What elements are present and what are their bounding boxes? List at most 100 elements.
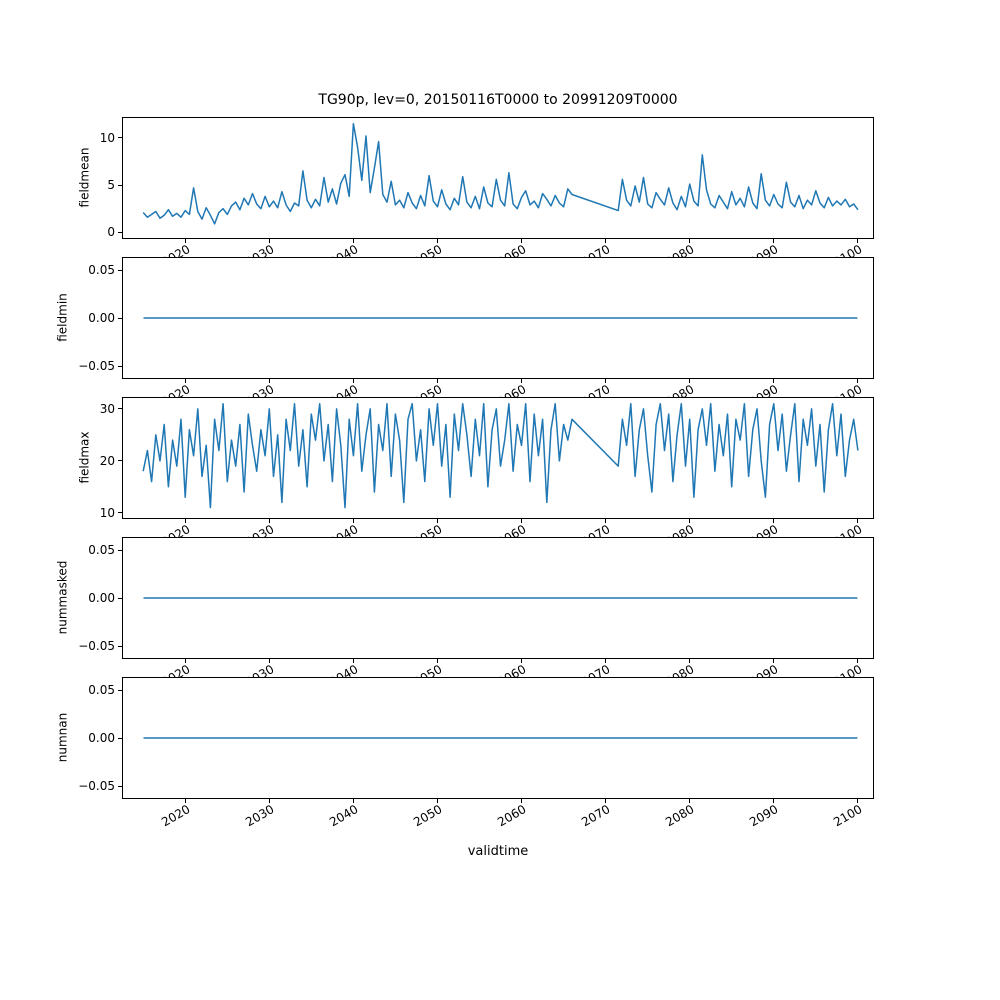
y-tick-mark [118,137,122,139]
y-tick-label: 0.00 [88,731,115,745]
series-line-nummasked [143,597,858,599]
y-tick-mark [118,645,122,647]
x-tick-mark [268,519,270,523]
x-tick-mark [184,519,186,523]
y-tick-mark [118,184,122,186]
x-tick-label: 2050 [411,802,445,830]
x-tick-mark [857,519,859,523]
y-axis-label-fieldmean: fieldmean [77,147,92,208]
x-tick-mark [773,239,775,243]
x-tick-mark [857,239,859,243]
x-tick-mark [689,519,691,523]
x-tick-mark [352,659,354,663]
x-tick-mark [773,519,775,523]
x-tick-mark [689,239,691,243]
y-tick-label: −0.05 [78,359,115,373]
x-tick-mark [857,379,859,383]
x-tick-label: 2060 [495,802,529,830]
x-tick-mark [437,519,438,523]
x-tick-label: 2030 [242,802,277,830]
x-tick-mark [605,659,607,663]
x-tick-mark [184,379,186,383]
x-tick-mark [437,799,438,803]
x-tick-mark [773,379,775,383]
x-tick-mark [268,659,270,663]
series-line-fieldmean [142,122,859,225]
x-tick-mark [689,659,691,663]
y-tick-mark [118,512,122,514]
y-axis-label-fieldmin: fieldmin [55,293,70,342]
x-tick-mark [352,799,354,803]
subplot-fieldmean: 0 5 10 2020 2030 2040 2050 2060 2070 2080 2090 2100… [77,117,874,269]
y-tick-mark [118,269,122,271]
x-tick-mark [352,239,354,243]
x-tick-mark [437,659,438,663]
x-tick-label: 2070 [579,802,613,830]
x-tick-mark [352,379,354,383]
y-tick-label: −0.05 [78,639,115,653]
y-axis-label-numnan: numnan [55,712,70,763]
y-tick-label: 30 [99,401,115,416]
y-tick-label: 20 [99,453,115,468]
y-tick-mark [118,737,122,739]
y-tick-mark [118,460,122,462]
x-tick-mark [773,659,775,663]
x-tick-mark [857,799,859,803]
x-tick-mark [352,519,354,523]
x-tick-label: 2020 [158,802,193,830]
series-line-fieldmax [142,402,859,509]
x-tick-mark [268,799,270,803]
series-line-numnan [143,737,858,739]
subplot-fieldmin: −0.05 0.00 0.05 2020 2030 2040 2050 2060 2070 208… [56,257,874,409]
x-tick-mark [184,239,186,243]
x-tick-mark [521,659,522,663]
y-tick-label: −0.05 [78,779,115,793]
y-tick-mark [118,408,122,410]
x-tick-mark [605,379,607,383]
y-tick-label: 10 [99,505,115,520]
y-tick-mark [118,317,122,319]
y-tick-label: 0.05 [88,543,115,557]
y-tick-label: 10 [99,130,115,145]
x-tick-mark [268,379,270,383]
y-tick-label: 0.00 [88,591,115,605]
x-tick-mark [437,239,438,243]
x-tick-mark [857,659,859,663]
x-tick-mark [521,239,522,243]
y-tick-mark [118,231,122,233]
x-tick-label: 2090 [747,802,781,830]
chart-title: TG90p, lev=0, 20150116T0000 to 20991209T… [318,92,678,108]
y-axis-label-fieldmax: fieldmax [77,431,92,484]
x-tick-mark [521,379,522,383]
y-tick-mark [118,549,122,551]
subplot-nummasked: −0.05 0.00 0.05 2020 2030 2040 2050 2060 2070 208… [56,537,874,689]
y-tick-label: 0 [107,225,115,240]
x-tick-mark [268,239,270,243]
x-tick-label: 2100 [831,802,865,830]
y-tick-mark [118,689,122,691]
x-tick-mark [521,799,522,803]
y-tick-label: 5 [107,178,115,193]
series-line-fieldmin [143,317,858,319]
y-tick-mark [118,785,122,787]
x-tick-mark [605,799,607,803]
x-axis-label: validtime [467,844,529,859]
x-tick-label: 2040 [326,802,361,830]
x-tick-mark [689,799,691,803]
subplot-fieldmax: 10 20 30 2020 2030 2040 2050 2060 2070 2080 2090 21… [77,397,874,549]
x-tick-mark [184,659,186,663]
subplot-numnan: −0.05 0.00 0.05 2020 2030 2040 2050 2060 2070 208… [56,677,874,829]
y-tick-label: 0.05 [88,683,115,697]
x-tick-mark [605,239,607,243]
x-tick-mark [521,519,522,523]
x-tick-mark [437,379,438,383]
x-tick-label: 2080 [663,802,697,830]
x-tick-mark [689,379,691,383]
y-tick-label: 0.05 [88,263,115,277]
y-tick-mark [118,597,122,599]
y-tick-mark [118,365,122,367]
x-tick-mark [184,799,186,803]
y-axis-label-nummasked: nummasked [55,560,70,635]
x-tick-mark [605,519,607,523]
